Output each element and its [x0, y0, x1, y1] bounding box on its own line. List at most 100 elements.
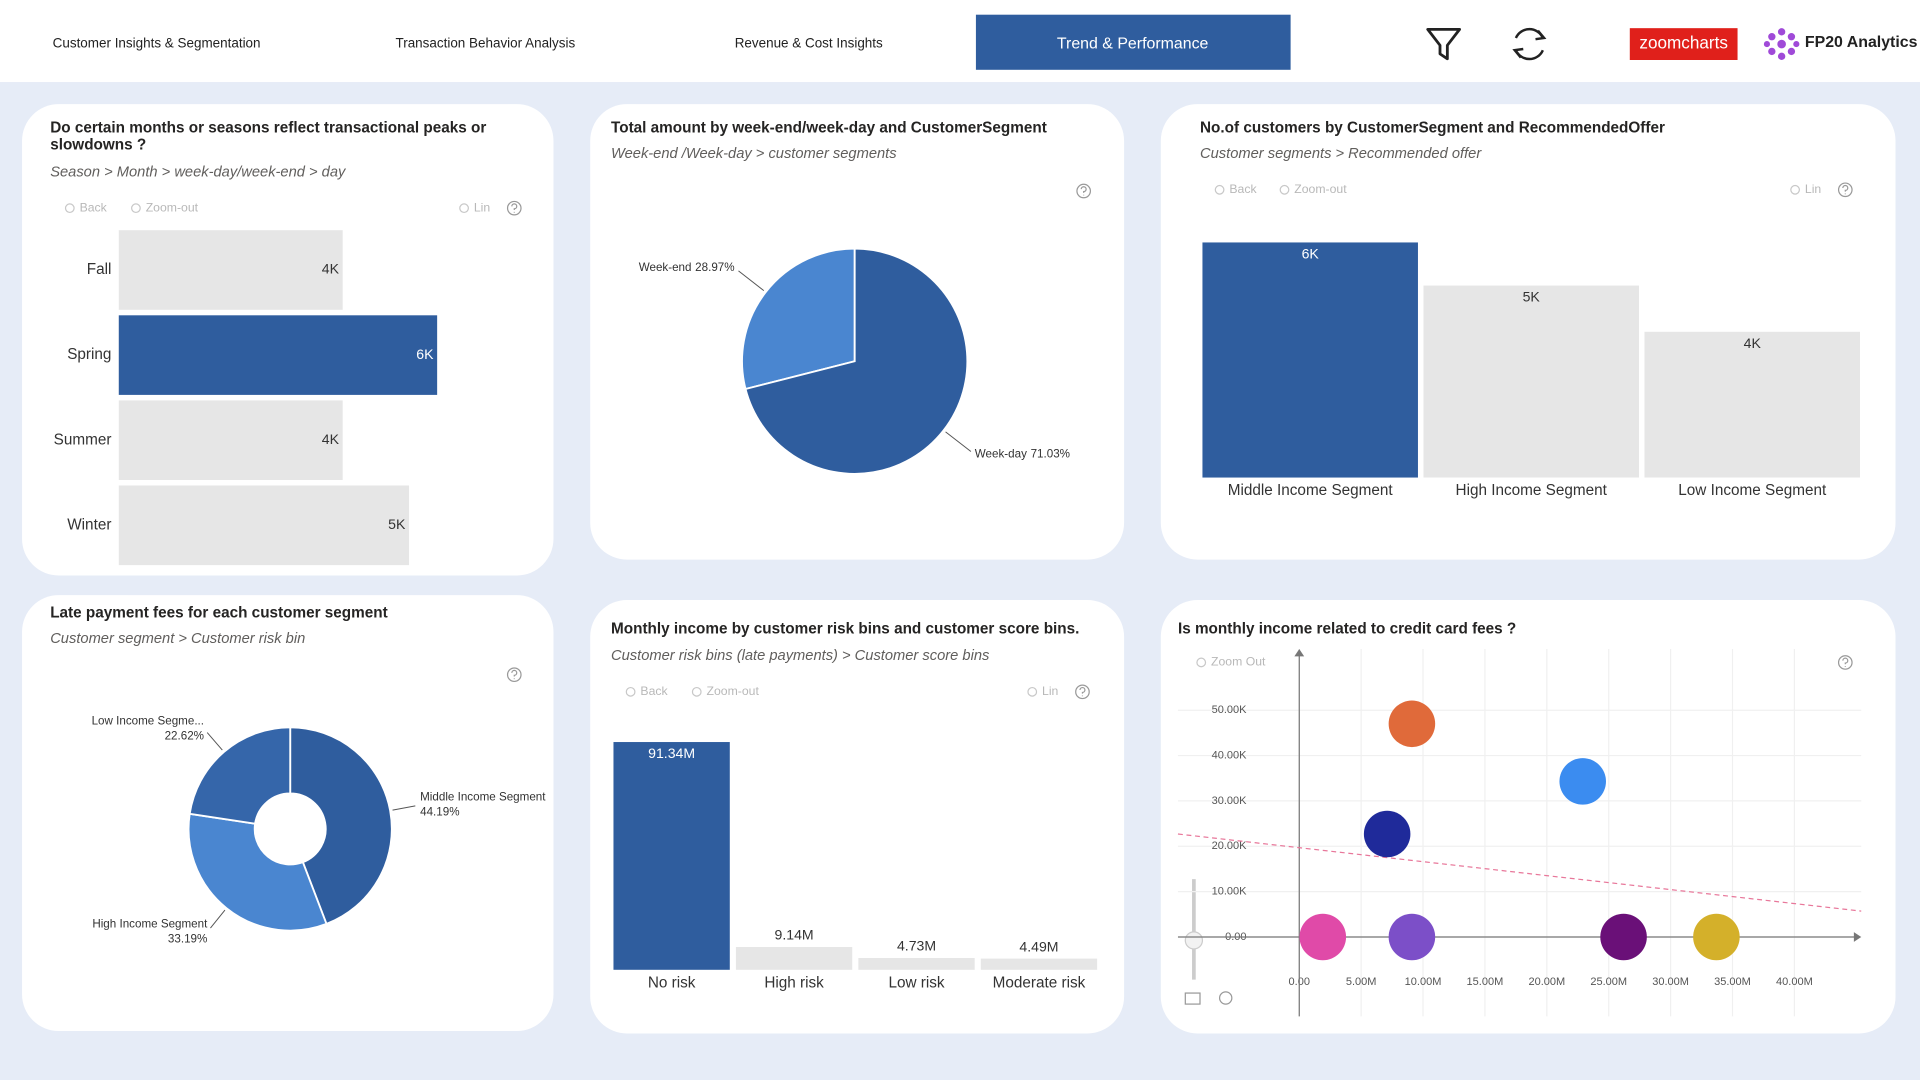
help-icon[interactable] [506, 667, 522, 683]
value-label: 4.49M [1019, 938, 1058, 954]
bar[interactable] [118, 230, 343, 310]
bar[interactable] [1644, 331, 1860, 478]
slice[interactable] [289, 726, 393, 926]
help-icon[interactable] [1837, 655, 1853, 670]
category-label: Middle Income Segment [1228, 482, 1394, 499]
zoom-slider[interactable] [1184, 879, 1233, 1005]
bar[interactable] [118, 485, 410, 566]
fp20-logo-icon [1763, 28, 1800, 60]
y-tick-label: 50.00K [1212, 704, 1248, 716]
y-axis-arrow [1294, 648, 1305, 657]
category-label: No risk [648, 974, 696, 991]
panel [22, 595, 554, 1032]
bar[interactable] [1202, 242, 1418, 478]
slice-value-label: 44.19% [420, 805, 459, 818]
chart-subtitle: Customer segments > Recommended offer [1200, 146, 1482, 162]
slice-label: Middle Income Segment [420, 791, 546, 804]
toolbar-button[interactable]: Lin [1805, 182, 1822, 196]
slice-value-label: 33.19% [168, 932, 207, 945]
bar[interactable] [1423, 285, 1639, 478]
chart-subtitle: Week-end /Week-day > customer segments [611, 146, 897, 162]
slice[interactable] [744, 247, 969, 475]
toolbar-button[interactable]: Lin [1042, 684, 1059, 698]
bar[interactable] [118, 400, 343, 480]
slice-value-label: 71.03% [1031, 448, 1070, 461]
bubble[interactable] [1559, 758, 1606, 805]
toolbar-button[interactable]: Back [640, 684, 668, 698]
value-label: 5K [1523, 289, 1541, 305]
slice-label: Week-end [639, 261, 692, 274]
bar[interactable] [980, 958, 1098, 970]
leader-line [392, 805, 416, 811]
chart-title: Is monthly income related to credit card… [1178, 620, 1516, 637]
toolbar-icon [1790, 184, 1800, 195]
y-tick-label: 40.00K [1212, 749, 1248, 761]
chart-title: Do certain months or seasons reflect tra… [50, 120, 490, 154]
tab[interactable]: Transaction Behavior Analysis [396, 36, 576, 51]
help-circle [1837, 655, 1853, 670]
toolbar-button[interactable]: Lin [474, 200, 491, 214]
help-icon[interactable] [1075, 684, 1090, 700]
category-label: Winter [67, 516, 111, 533]
zoomcharts-logo [1629, 28, 1738, 60]
bubble[interactable] [1363, 810, 1411, 858]
bubble[interactable] [1693, 913, 1740, 961]
x-tick-label: 35.00M [1714, 976, 1751, 988]
slice-value-label: 28.97% [695, 261, 734, 274]
toolbar-button[interactable]: Zoom-out [707, 684, 760, 698]
chart-subtitle: Customer segment > Customer risk bin [50, 631, 305, 647]
panel [1160, 600, 1896, 1034]
refresh-icon[interactable] [1512, 27, 1547, 61]
chart-title: Monthly income by customer risk bins and… [611, 620, 1079, 637]
bar[interactable] [118, 315, 438, 395]
filter-icon[interactable] [1426, 27, 1461, 61]
slice-label: High Income Segment [92, 918, 208, 931]
help-icon[interactable] [1837, 182, 1853, 198]
active-tab[interactable] [975, 14, 1291, 70]
value-label: 4K [322, 431, 340, 447]
help-glyph [1842, 184, 1849, 195]
slice[interactable] [741, 247, 856, 391]
category-label: Low risk [888, 974, 944, 991]
bar[interactable] [735, 947, 853, 970]
tab[interactable]: Revenue & Cost Insights [735, 36, 883, 51]
help-icon[interactable] [506, 200, 522, 216]
category-label: High risk [764, 974, 824, 991]
toolbar-button[interactable]: Zoom-out [146, 200, 199, 214]
tab[interactable]: Customer Insights & Segmentation [53, 36, 261, 51]
header-bar [0, 0, 1920, 83]
toolbar-button[interactable]: Zoom-out [1294, 182, 1347, 196]
category-label: Fall [87, 261, 112, 278]
slice-label-group: Week-day 71.03% [975, 448, 1070, 461]
toolbar-button[interactable]: Back [1229, 182, 1257, 196]
value-label: 91.34M [648, 745, 695, 761]
help-glyph [511, 203, 518, 213]
slice[interactable] [187, 812, 328, 932]
value-label: 5K [388, 516, 406, 532]
x-tick-label: 15.00M [1467, 976, 1504, 988]
toolbar-button[interactable]: Back [80, 200, 108, 214]
leader-line [738, 270, 765, 291]
y-tick-label: 10.00K [1212, 886, 1248, 898]
toolbar-button[interactable]: Zoom Out [1211, 655, 1266, 669]
help-icon[interactable] [1076, 183, 1092, 199]
bubble[interactable] [1600, 913, 1647, 961]
chart-title: Total amount by week-end/week-day and Cu… [611, 120, 1047, 137]
toolbar-icon [131, 203, 141, 214]
chart-subtitle: Season > Month > week-day/week-end > day [50, 165, 347, 181]
bar[interactable] [613, 742, 730, 970]
toolbar-icon [64, 203, 75, 214]
x-tick-label: 10.00M [1405, 976, 1442, 988]
bubble[interactable] [1388, 700, 1436, 748]
leader-line [945, 431, 972, 452]
bubble[interactable] [1299, 913, 1347, 961]
trend-line [1177, 833, 1862, 912]
category-label: Summer [54, 431, 112, 448]
fp20-logo-text: FP20 Analytics [1805, 34, 1918, 51]
tab[interactable]: Trend & Performance [1057, 35, 1209, 52]
bubble[interactable] [1388, 913, 1436, 961]
bar[interactable] [858, 958, 975, 970]
slice[interactable] [188, 726, 292, 825]
toolbar-icon [1196, 657, 1207, 668]
chart-title: Late payment fees for each customer segm… [50, 605, 388, 622]
